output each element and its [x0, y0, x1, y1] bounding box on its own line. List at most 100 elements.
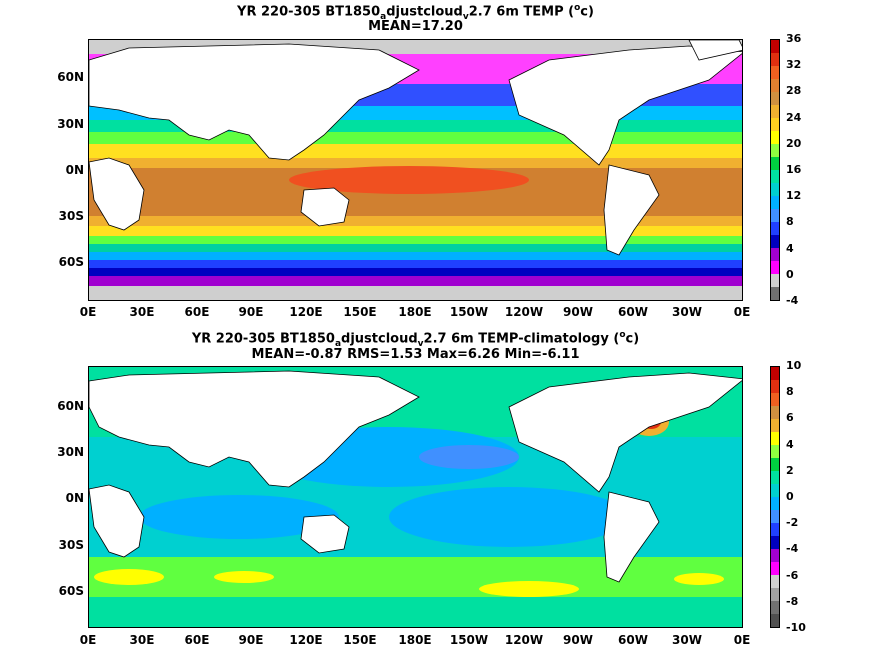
colorbar-segment: [771, 196, 779, 209]
top-xlabel: 120W: [504, 305, 544, 319]
colorbar-label: -6: [786, 568, 799, 582]
colorbar-label: -10: [786, 621, 806, 634]
colorbar-segment: [771, 510, 779, 523]
colorbar-segment: [771, 523, 779, 536]
bottom-xlabel: 30W: [672, 633, 702, 647]
colorbar-segment: [771, 66, 779, 79]
colorbar-segment: [771, 445, 779, 458]
colorbar-segment: [771, 105, 779, 118]
colorbar-label: 4: [786, 241, 794, 255]
top-xlabel: 90E: [238, 305, 264, 319]
bottom-ylabel: 30N: [57, 445, 84, 459]
colorbar-segment: [771, 144, 779, 157]
colorbar-segment: [771, 393, 779, 406]
top-stats: MEAN=17.20: [368, 19, 463, 34]
bottom-xlabel: 30E: [129, 633, 155, 647]
colorbar-segment: [771, 118, 779, 131]
colorbar-label: -4: [786, 294, 799, 307]
colorbar-label: 4: [786, 437, 794, 451]
colorbar-label: 36: [786, 32, 802, 45]
colorbar-label: 12: [786, 189, 802, 203]
colorbar-segment: [771, 406, 779, 419]
top-map: [88, 39, 743, 301]
colorbar-label: 16: [786, 163, 802, 176]
colorbar-label: 0: [786, 490, 794, 503]
top-ylabel: 60S: [58, 255, 84, 269]
top-xlabel: 60W: [618, 305, 648, 319]
colorbar-segment: [771, 157, 779, 170]
top-ylabel: 60N: [57, 70, 84, 84]
bottom-xlabel: 0E: [733, 633, 751, 647]
top-xlabel: 150W: [449, 305, 489, 319]
bottom-ylabel: 30S: [58, 538, 84, 552]
bottom-xlabel: 150W: [449, 633, 489, 647]
colorbar-segment: [771, 40, 779, 53]
colorbar-label: -4: [786, 542, 799, 556]
bottom-xlabel: 0E: [79, 633, 97, 647]
bottom-colorbar: [770, 366, 780, 628]
colorbar-label: 28: [786, 84, 802, 98]
bottom-ylabel: 60N: [57, 399, 84, 413]
colorbar-segment: [771, 248, 779, 261]
bottom-xlabel: 60W: [618, 633, 648, 647]
bottom-xlabel: 90W: [563, 633, 593, 647]
top-xlabel: 180E: [398, 305, 432, 319]
colorbar-segment: [771, 432, 779, 445]
bottom-title: YR 220-305 BT1850adjustcloudv2.7 6m TEMP…: [191, 330, 640, 349]
colorbar-label: 6: [786, 411, 794, 425]
top-xlabel: 120E: [289, 305, 323, 319]
top-xlabel: 0E: [733, 305, 751, 319]
colorbar-label: 20: [786, 136, 802, 150]
colorbar-label: 0: [786, 267, 794, 281]
colorbar-segment: [771, 471, 779, 484]
top-xlabel: 30W: [672, 305, 702, 319]
bottom-map: [88, 366, 743, 628]
colorbar-segment: [771, 549, 779, 562]
top-xlabel: 60E: [184, 305, 210, 319]
bottom-xlabel: 150E: [343, 633, 377, 647]
bottom-stats: MEAN=-0.87 RMS=1.53 Max=6.26 Min=-6.11: [251, 347, 580, 362]
top-xlabel: 150E: [343, 305, 377, 319]
colorbar-segment: [771, 92, 779, 105]
colorbar-segment: [771, 287, 779, 300]
colorbar-segment: [771, 497, 779, 510]
colorbar-segment: [771, 380, 779, 393]
colorbar-segment: [771, 261, 779, 274]
colorbar-segment: [771, 562, 779, 575]
top-ylabel: 30S: [58, 209, 84, 223]
bottom-xlabel: 90E: [238, 633, 264, 647]
top-xlabel: 30E: [129, 305, 155, 319]
top-title: YR 220-305 BT1850adjustcloudv2.7 6m TEMP…: [237, 3, 594, 22]
colorbar-label: 8: [786, 385, 794, 399]
colorbar-label: 32: [786, 58, 802, 72]
colorbar-segment: [771, 614, 779, 627]
colorbar-segment: [771, 209, 779, 222]
colorbar-segment: [771, 170, 779, 183]
colorbar-segment: [771, 536, 779, 549]
colorbar-segment: [771, 484, 779, 497]
top-xlabel: 0E: [79, 305, 97, 319]
colorbar-segment: [771, 601, 779, 614]
colorbar-label: -8: [786, 594, 799, 608]
colorbar-segment: [771, 222, 779, 235]
colorbar-label: 2: [786, 463, 794, 477]
top-ylabel: 0N: [65, 163, 84, 177]
bottom-xlabel: 120E: [289, 633, 323, 647]
colorbar-segment: [771, 79, 779, 92]
colorbar-segment: [771, 575, 779, 588]
bottom-ylabel: 60S: [58, 584, 84, 598]
colorbar-segment: [771, 274, 779, 287]
bottom-xlabel: 180E: [398, 633, 432, 647]
colorbar-label: 10: [786, 359, 802, 372]
colorbar-segment: [771, 183, 779, 196]
colorbar-segment: [771, 53, 779, 66]
colorbar-segment: [771, 588, 779, 601]
bottom-ylabel: 0N: [65, 491, 84, 505]
bottom-xlabel: 120W: [504, 633, 544, 647]
colorbar-segment: [771, 458, 779, 471]
top-colorbar: [770, 39, 780, 301]
colorbar-segment: [771, 235, 779, 248]
top-ylabel: 30N: [57, 117, 84, 131]
colorbar-label: 24: [786, 110, 802, 124]
colorbar-segment: [771, 131, 779, 144]
